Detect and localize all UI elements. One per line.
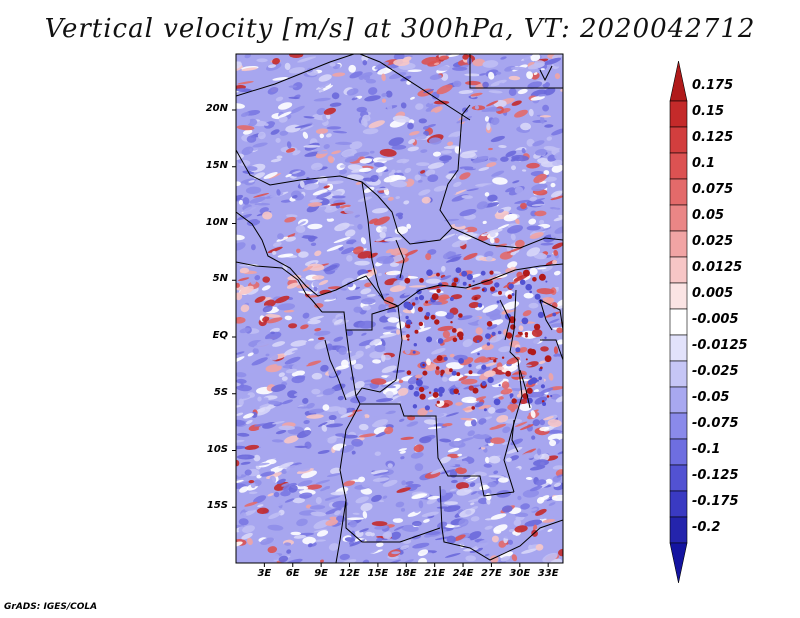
axis-ticks [232,109,549,567]
colorbar-segment [669,60,688,102]
lon-tick-label: 6E [285,568,300,579]
colorbar-segment [669,438,688,466]
lat-tick-label: EQ [212,330,228,341]
colorbar-level-label: 0.0125 [692,260,743,275]
colorbar-level-label: 0.005 [692,286,734,301]
lat-tick-label: 10N [205,216,228,228]
colorbar-segment [669,152,688,180]
colorbar-segment [669,412,688,440]
colorbar [669,60,688,584]
colorbar-segment [669,178,688,206]
colorbar-level-label: 0.05 [692,208,725,223]
grads-credit: GrADS: IGES/COLA [4,602,98,612]
lon-tick-label: 15E [367,568,389,579]
colorbar-segment [669,230,688,258]
colorbar-segment [669,256,688,284]
lon-tick-label: 24E [452,568,474,579]
colorbar-level-label: -0.075 [692,416,739,431]
colorbar-level-label: 0.1 [692,156,716,171]
colorbar-level-label: 0.025 [692,234,734,249]
colorbar-segment [669,386,688,414]
colorbar-level-label: -0.125 [692,468,739,483]
colorbar-segment [669,490,688,518]
colorbar-segment [669,282,688,310]
colorbar-level-label: -0.2 [692,520,721,535]
colorbar-level-label: -0.0125 [692,338,748,353]
colorbar-level-label: -0.175 [692,494,739,509]
colorbar-level-label: 0.125 [692,130,734,145]
lat-tick-label: 15N [205,159,228,171]
colorbar-segment [669,126,688,154]
colorbar-segment [669,204,688,232]
lat-tick-label: 5S [213,386,228,398]
colorbar-level-label: 0.15 [692,104,725,119]
lon-tick-label: 27E [481,568,502,579]
lat-tick-label: 20N [205,103,228,114]
lon-tick-label: 33E [537,568,559,579]
colorbar-level-label: -0.005 [692,312,739,327]
colorbar-segment [669,308,688,336]
colorbar-level-label: 0.075 [692,182,734,197]
vertical-velocity-field [236,54,563,563]
colorbar-level-label: -0.025 [692,364,739,379]
colorbar-segment [669,360,688,388]
colorbar-segment [669,516,688,544]
country-borders [236,54,563,563]
colorbar-level-label: 0.175 [692,78,734,93]
lon-tick-label: 12E [339,568,360,579]
lat-tick-label: 5N [212,273,228,285]
colorbar-segment [669,100,688,128]
colorbar-level-label: -0.1 [692,442,721,457]
colorbar-segment [669,542,688,584]
colorbar-level-label: -0.05 [692,390,730,405]
lon-tick-label: 18E [395,568,417,579]
lon-tick-label: 21E [424,568,446,579]
plot-title: Vertical velocity [m/s] at 300hPa, VT: 2… [44,14,756,44]
colorbar-segment [669,464,688,492]
lon-tick-label: 3E [257,568,272,579]
lat-tick-label: 10S [206,443,228,455]
map-frame [235,53,564,564]
lon-tick-label: 9E [314,568,329,579]
lon-tick-label: 30E [509,568,531,579]
lat-tick-label: 15S [206,500,228,512]
colorbar-segment [669,334,688,362]
